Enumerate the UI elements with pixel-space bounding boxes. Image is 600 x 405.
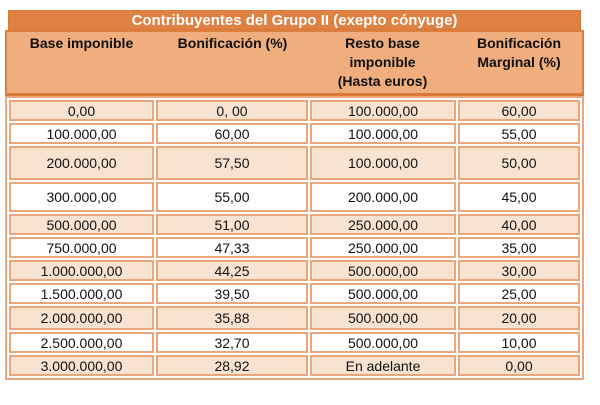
bonification-table: Contribuyentes del Grupo II (exepto cóny… (5, 10, 584, 380)
table-cell: 51,00 (156, 214, 308, 235)
table-body: 0,00 0, 00 100.000,00 60,00 100.000,00 6… (5, 96, 584, 380)
table-cell: 57,50 (156, 146, 308, 180)
table-cell: 55,00 (156, 182, 308, 212)
table-cell: 1.500.000,00 (9, 283, 154, 304)
table-cell: 500.000,00 (310, 332, 456, 353)
table-row: 750.000,00 47,33 250.000,00 35,00 (9, 237, 580, 258)
table-cell: En adelante (310, 355, 456, 376)
table-cell: 60,00 (156, 123, 308, 144)
table-row: 1.000.000,00 44,25 500.000,00 30,00 (9, 260, 580, 281)
table-cell: 60,00 (458, 100, 580, 121)
table-cell: 44,25 (156, 260, 308, 281)
table-cell: 40,00 (458, 214, 580, 235)
column-header-line: Bonificación (%) (177, 35, 288, 51)
table-row: 3.000.000,00 28,92 En adelante 0,00 (9, 355, 580, 376)
column-header-line: Bonificación (476, 35, 561, 51)
table-cell: 100.000,00 (310, 146, 456, 180)
table-cell: 2.000.000,00 (9, 306, 154, 330)
table-cell: 47,33 (156, 237, 308, 258)
table-cell: 39,50 (156, 283, 308, 304)
column-header-bonificacion: Bonificación (%) (156, 32, 309, 93)
table-cell: 55,00 (458, 123, 580, 144)
table-cell: 35,00 (458, 237, 580, 258)
table-row: 2.500.000,00 32,70 500.000,00 10,00 (9, 332, 580, 353)
column-header-line: imponible (349, 54, 416, 70)
column-header-line: (Hasta euros) (337, 73, 428, 89)
column-header-base-imponible: Base imponible (7, 32, 156, 93)
column-header-bonificacion-marginal: Bonificación Marginal (%) (456, 32, 582, 93)
column-header-line: Resto base (345, 35, 420, 51)
table-cell: 3.000.000,00 (9, 355, 154, 376)
table-cell: 32,70 (156, 332, 308, 353)
table-cell: 300.000,00 (9, 182, 154, 212)
table-cell: 500.000,00 (310, 306, 456, 330)
table-cell: 0, 00 (156, 100, 308, 121)
table-cell: 28,92 (156, 355, 308, 376)
column-header-line: Base imponible (29, 35, 134, 51)
table-cell: 10,00 (458, 332, 580, 353)
table-cell: 20,00 (458, 306, 580, 330)
table-title: Contribuyentes del Grupo II (exepto cóny… (8, 10, 581, 30)
table-cell: 200.000,00 (9, 146, 154, 180)
table-cell: 500.000,00 (310, 260, 456, 281)
table-header-row: Base imponible Bonificación (%) Resto ba… (5, 30, 584, 96)
table-row: 500.000,00 51,00 250.000,00 40,00 (9, 214, 580, 235)
table-cell: 100.000,00 (9, 123, 154, 144)
table-cell: 250.000,00 (310, 214, 456, 235)
column-header-resto-base-imponible: Resto base imponible (Hasta euros) (309, 32, 456, 93)
table-cell: 250.000,00 (310, 237, 456, 258)
table-cell: 1.000.000,00 (9, 260, 154, 281)
table-cell: 2.500.000,00 (9, 332, 154, 353)
column-header-line: Marginal (%) (477, 54, 561, 70)
table-row: 100.000,00 60,00 100.000,00 55,00 (9, 123, 580, 144)
table-cell: 100.000,00 (310, 123, 456, 144)
table-cell: 50,00 (458, 146, 580, 180)
table-cell: 30,00 (458, 260, 580, 281)
table-cell: 35,88 (156, 306, 308, 330)
table-cell: 200.000,00 (310, 182, 456, 212)
table-cell: 0,00 (9, 100, 154, 121)
table-cell: 100.000,00 (310, 100, 456, 121)
table-cell: 500.000,00 (9, 214, 154, 235)
table-row: 1.500.000,00 39,50 500.000,00 25,00 (9, 283, 580, 304)
table-cell: 0,00 (458, 355, 580, 376)
table-cell: 500.000,00 (310, 283, 456, 304)
table-row: 2.000.000,00 35,88 500.000,00 20,00 (9, 306, 580, 330)
table-row: 200.000,00 57,50 100.000,00 50,00 (9, 146, 580, 180)
table-cell: 25,00 (458, 283, 580, 304)
table-cell: 45,00 (458, 182, 580, 212)
table-cell: 750.000,00 (9, 237, 154, 258)
table-row: 300.000,00 55,00 200.000,00 45,00 (9, 182, 580, 212)
table-row: 0,00 0, 00 100.000,00 60,00 (9, 100, 580, 121)
